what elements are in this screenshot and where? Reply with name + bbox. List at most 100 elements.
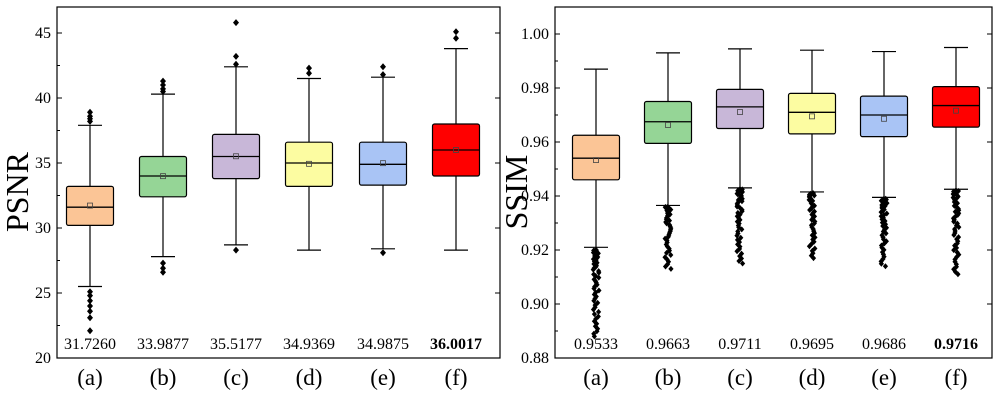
y-tick-label: 20 [35, 350, 51, 367]
outlier-point [662, 263, 669, 270]
outlier-point [591, 333, 597, 340]
outlier-point [87, 288, 93, 296]
outlier-point [591, 311, 598, 318]
box-3 [211, 19, 261, 254]
box-3 [715, 48, 765, 267]
outlier-point [668, 252, 674, 259]
mean-marker [453, 147, 459, 153]
outlier-point [811, 202, 818, 209]
outlier-point [956, 251, 962, 258]
iqr-box [715, 88, 765, 130]
outlier-point [306, 64, 312, 72]
outlier-point [811, 238, 817, 245]
outlier-point [664, 249, 670, 256]
outlier-point [737, 216, 743, 223]
outlier-point [160, 77, 166, 85]
y-axis-title: SSIM [498, 155, 534, 230]
outlier-point [87, 307, 93, 315]
category-label: (e) [871, 365, 897, 390]
outlier-point [951, 247, 957, 254]
mean-marker [881, 115, 887, 122]
outlier-point [811, 208, 817, 215]
category-label: (e) [370, 365, 396, 390]
outlier-point [665, 233, 671, 240]
outlier-point [878, 209, 884, 216]
outlier-point [160, 81, 166, 89]
plot-frame [56, 6, 501, 359]
y-axis-title: PSNR [0, 151, 35, 232]
outlier-point [87, 297, 93, 305]
category-label: (a) [583, 365, 609, 390]
outlier-point [668, 206, 674, 213]
outlier-point [233, 52, 239, 60]
mean-value-label: 31.7260 [64, 336, 116, 353]
mean-value-label: 0.9716 [934, 336, 978, 353]
outlier-point [738, 255, 745, 262]
outlier-point [593, 289, 599, 296]
outlier-point [590, 266, 596, 273]
outlier-point [878, 260, 884, 267]
box-2 [138, 77, 188, 276]
outlier-point [592, 323, 599, 330]
outlier-point [233, 246, 239, 254]
y-tick-label: 30 [35, 220, 51, 237]
outlier-point [453, 28, 459, 36]
mean-value-label: 0.9533 [574, 336, 618, 353]
mean-marker [233, 153, 239, 160]
y-tick-label: 0.96 [521, 134, 549, 151]
outlier-point [87, 314, 93, 322]
outlier-point [591, 276, 597, 283]
box-4 [787, 49, 837, 262]
outlier-point [884, 210, 890, 217]
box-6 [431, 28, 481, 251]
box-2 [643, 52, 693, 272]
outlier-point [739, 226, 745, 233]
category-label: (f) [945, 365, 968, 390]
outlier-point [811, 192, 817, 199]
outlier-point [880, 251, 887, 258]
y-tick-label: 0.90 [521, 296, 549, 313]
outlier-point [595, 299, 601, 306]
outlier-point [160, 259, 166, 267]
mean-marker [737, 109, 743, 115]
outlier-point [954, 204, 960, 211]
mean-marker [953, 107, 959, 114]
outlier-point [453, 34, 459, 42]
mean-marker [160, 173, 166, 180]
box-4 [284, 64, 334, 251]
outlier-point [380, 249, 386, 257]
outlier-point [808, 205, 815, 212]
plot-frame [554, 6, 993, 359]
category-label: (f) [445, 365, 468, 390]
category-label: (c) [223, 365, 249, 390]
outlier-point [734, 203, 740, 210]
mean-marker [593, 157, 599, 163]
outlier-point [734, 232, 740, 239]
outlier-point [160, 85, 166, 93]
outlier-point [955, 271, 961, 278]
outlier-point [879, 244, 885, 251]
outlier-point [809, 247, 815, 254]
mean-value-label: 34.9369 [283, 336, 335, 353]
outlier-point [596, 269, 602, 276]
outlier-point [881, 246, 887, 253]
y-tick-label: 40 [35, 90, 51, 107]
outlier-point [736, 257, 742, 264]
outlier-point [951, 199, 957, 206]
outlier-point [160, 264, 166, 272]
outlier-point [954, 240, 960, 247]
outlier-point [951, 191, 957, 198]
outlier-point [380, 63, 386, 71]
y-tick-label: 0.88 [521, 350, 549, 367]
mean-value-label: 0.9663 [646, 336, 690, 353]
outlier-point [882, 263, 889, 270]
iqr-box [65, 185, 115, 226]
outlier-point [668, 265, 674, 272]
outlier-point [951, 232, 957, 239]
outlier-point [160, 268, 166, 276]
outlier-point [380, 71, 386, 79]
chart-panel-1: 20 25 30 35 40 45 PSNR 31.7260 (a) 33.9877 (b) 35.5… [0, 6, 501, 390]
outlier-point [883, 230, 889, 237]
box-1 [65, 108, 115, 335]
